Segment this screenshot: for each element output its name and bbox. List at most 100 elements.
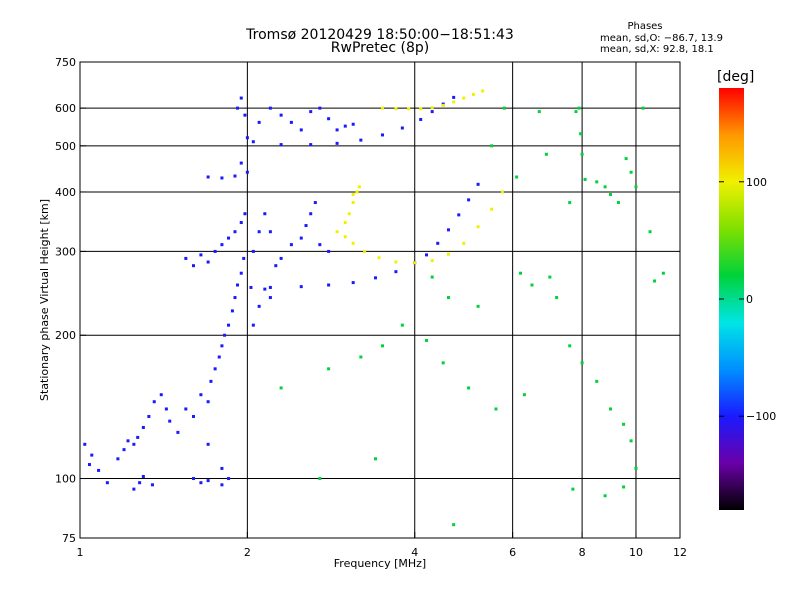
echo-point: [580, 152, 584, 156]
echo-point: [357, 185, 361, 189]
echo-point: [603, 185, 607, 189]
echo-point: [122, 448, 126, 452]
echo-point: [436, 241, 440, 245]
echo-point: [227, 236, 231, 240]
echo-point: [648, 230, 652, 234]
echo-point: [400, 323, 404, 327]
echo-point: [220, 176, 224, 180]
echo-point: [199, 481, 203, 485]
echo-point: [343, 221, 347, 225]
echo-point: [217, 355, 221, 359]
echo-point: [268, 285, 272, 289]
echo-point: [335, 141, 339, 145]
plot-border: [79, 61, 681, 539]
echo-point: [220, 243, 224, 247]
echo-point: [335, 230, 339, 234]
echo-point: [227, 323, 231, 327]
echo-point: [132, 487, 136, 491]
echo-point: [147, 414, 151, 418]
echo-point: [159, 393, 163, 397]
echo-point: [351, 281, 355, 285]
echo-point: [343, 235, 347, 239]
echo-point: [236, 283, 240, 287]
echo-point: [394, 107, 398, 111]
phase-o-stats: mean, sd,O: −86.7, 13.9: [600, 33, 723, 44]
echo-point: [289, 120, 293, 124]
echo-point: [394, 260, 398, 264]
echo-point: [380, 344, 384, 348]
echo-point: [299, 285, 303, 289]
echo-point: [268, 230, 272, 234]
echo-point: [490, 207, 494, 211]
echo-point: [168, 419, 172, 423]
y-tick-label: 400: [55, 186, 76, 199]
echo-point: [641, 106, 645, 110]
echo-point: [263, 212, 267, 216]
echo-point: [452, 100, 456, 104]
echo-point: [206, 175, 210, 179]
colorbar-ticks: 100 0 −100: [719, 176, 776, 423]
echo-point: [309, 110, 313, 114]
echo-point: [141, 474, 145, 478]
echo-point: [629, 170, 633, 174]
echo-point: [251, 140, 255, 144]
echo-point: [239, 161, 243, 165]
echo-point: [441, 103, 445, 107]
echo-point: [452, 523, 456, 527]
echo-point: [220, 466, 224, 470]
echo-point: [419, 107, 423, 111]
echo-point: [568, 344, 572, 348]
echo-point: [373, 276, 377, 280]
echo-point: [309, 143, 313, 147]
echo-point: [457, 213, 461, 217]
echo-point: [407, 107, 411, 111]
echo-point: [243, 113, 247, 117]
echo-point: [471, 92, 475, 96]
echo-point: [191, 264, 195, 268]
echo-point: [213, 249, 217, 253]
echo-point: [251, 249, 255, 253]
echo-point: [476, 182, 480, 186]
x-tick-label: 12: [673, 546, 687, 559]
echo-point: [500, 190, 504, 194]
echo-point: [522, 393, 526, 397]
echo-point: [150, 483, 154, 487]
echo-point: [176, 430, 180, 434]
echo-point: [230, 309, 234, 313]
echo-point: [394, 270, 398, 274]
echo-point: [132, 442, 136, 446]
echo-point: [257, 120, 261, 124]
echo-point: [206, 442, 210, 446]
x-tick-label: 6: [509, 546, 516, 559]
echo-point: [609, 193, 613, 197]
echo-point: [571, 487, 575, 491]
echo-point: [191, 477, 195, 481]
echo-point: [327, 117, 331, 121]
y-tick-label: 75: [62, 532, 76, 545]
echo-point: [502, 106, 506, 110]
y-axis-label: Stationary phase Virtual Height [km]: [38, 199, 51, 401]
phase-x-stats: mean, sd,X: 92.8, 18.1: [600, 44, 714, 55]
echo-point: [555, 296, 559, 300]
echo-point: [274, 264, 278, 268]
echo-point: [377, 256, 381, 260]
echo-point: [634, 185, 638, 189]
colorbar-tick-label: −100: [746, 410, 776, 423]
echo-point: [327, 249, 331, 253]
x-tick-label: 10: [629, 546, 643, 559]
echo-point: [227, 477, 231, 481]
echo-point: [136, 435, 140, 439]
echo-point: [279, 143, 283, 147]
echo-point: [622, 422, 626, 426]
x-tick-label: 4: [411, 546, 418, 559]
echo-point: [515, 175, 519, 179]
x-axis-ticks: 1 2 4 6 8 10 12: [77, 532, 687, 559]
echo-point: [574, 110, 578, 114]
echo-point: [359, 355, 363, 359]
echo-point: [239, 221, 243, 225]
echo-point: [268, 106, 272, 110]
echo-point: [609, 407, 613, 411]
echo-point: [126, 439, 130, 443]
echo-point: [233, 296, 237, 300]
echo-point: [239, 271, 243, 275]
